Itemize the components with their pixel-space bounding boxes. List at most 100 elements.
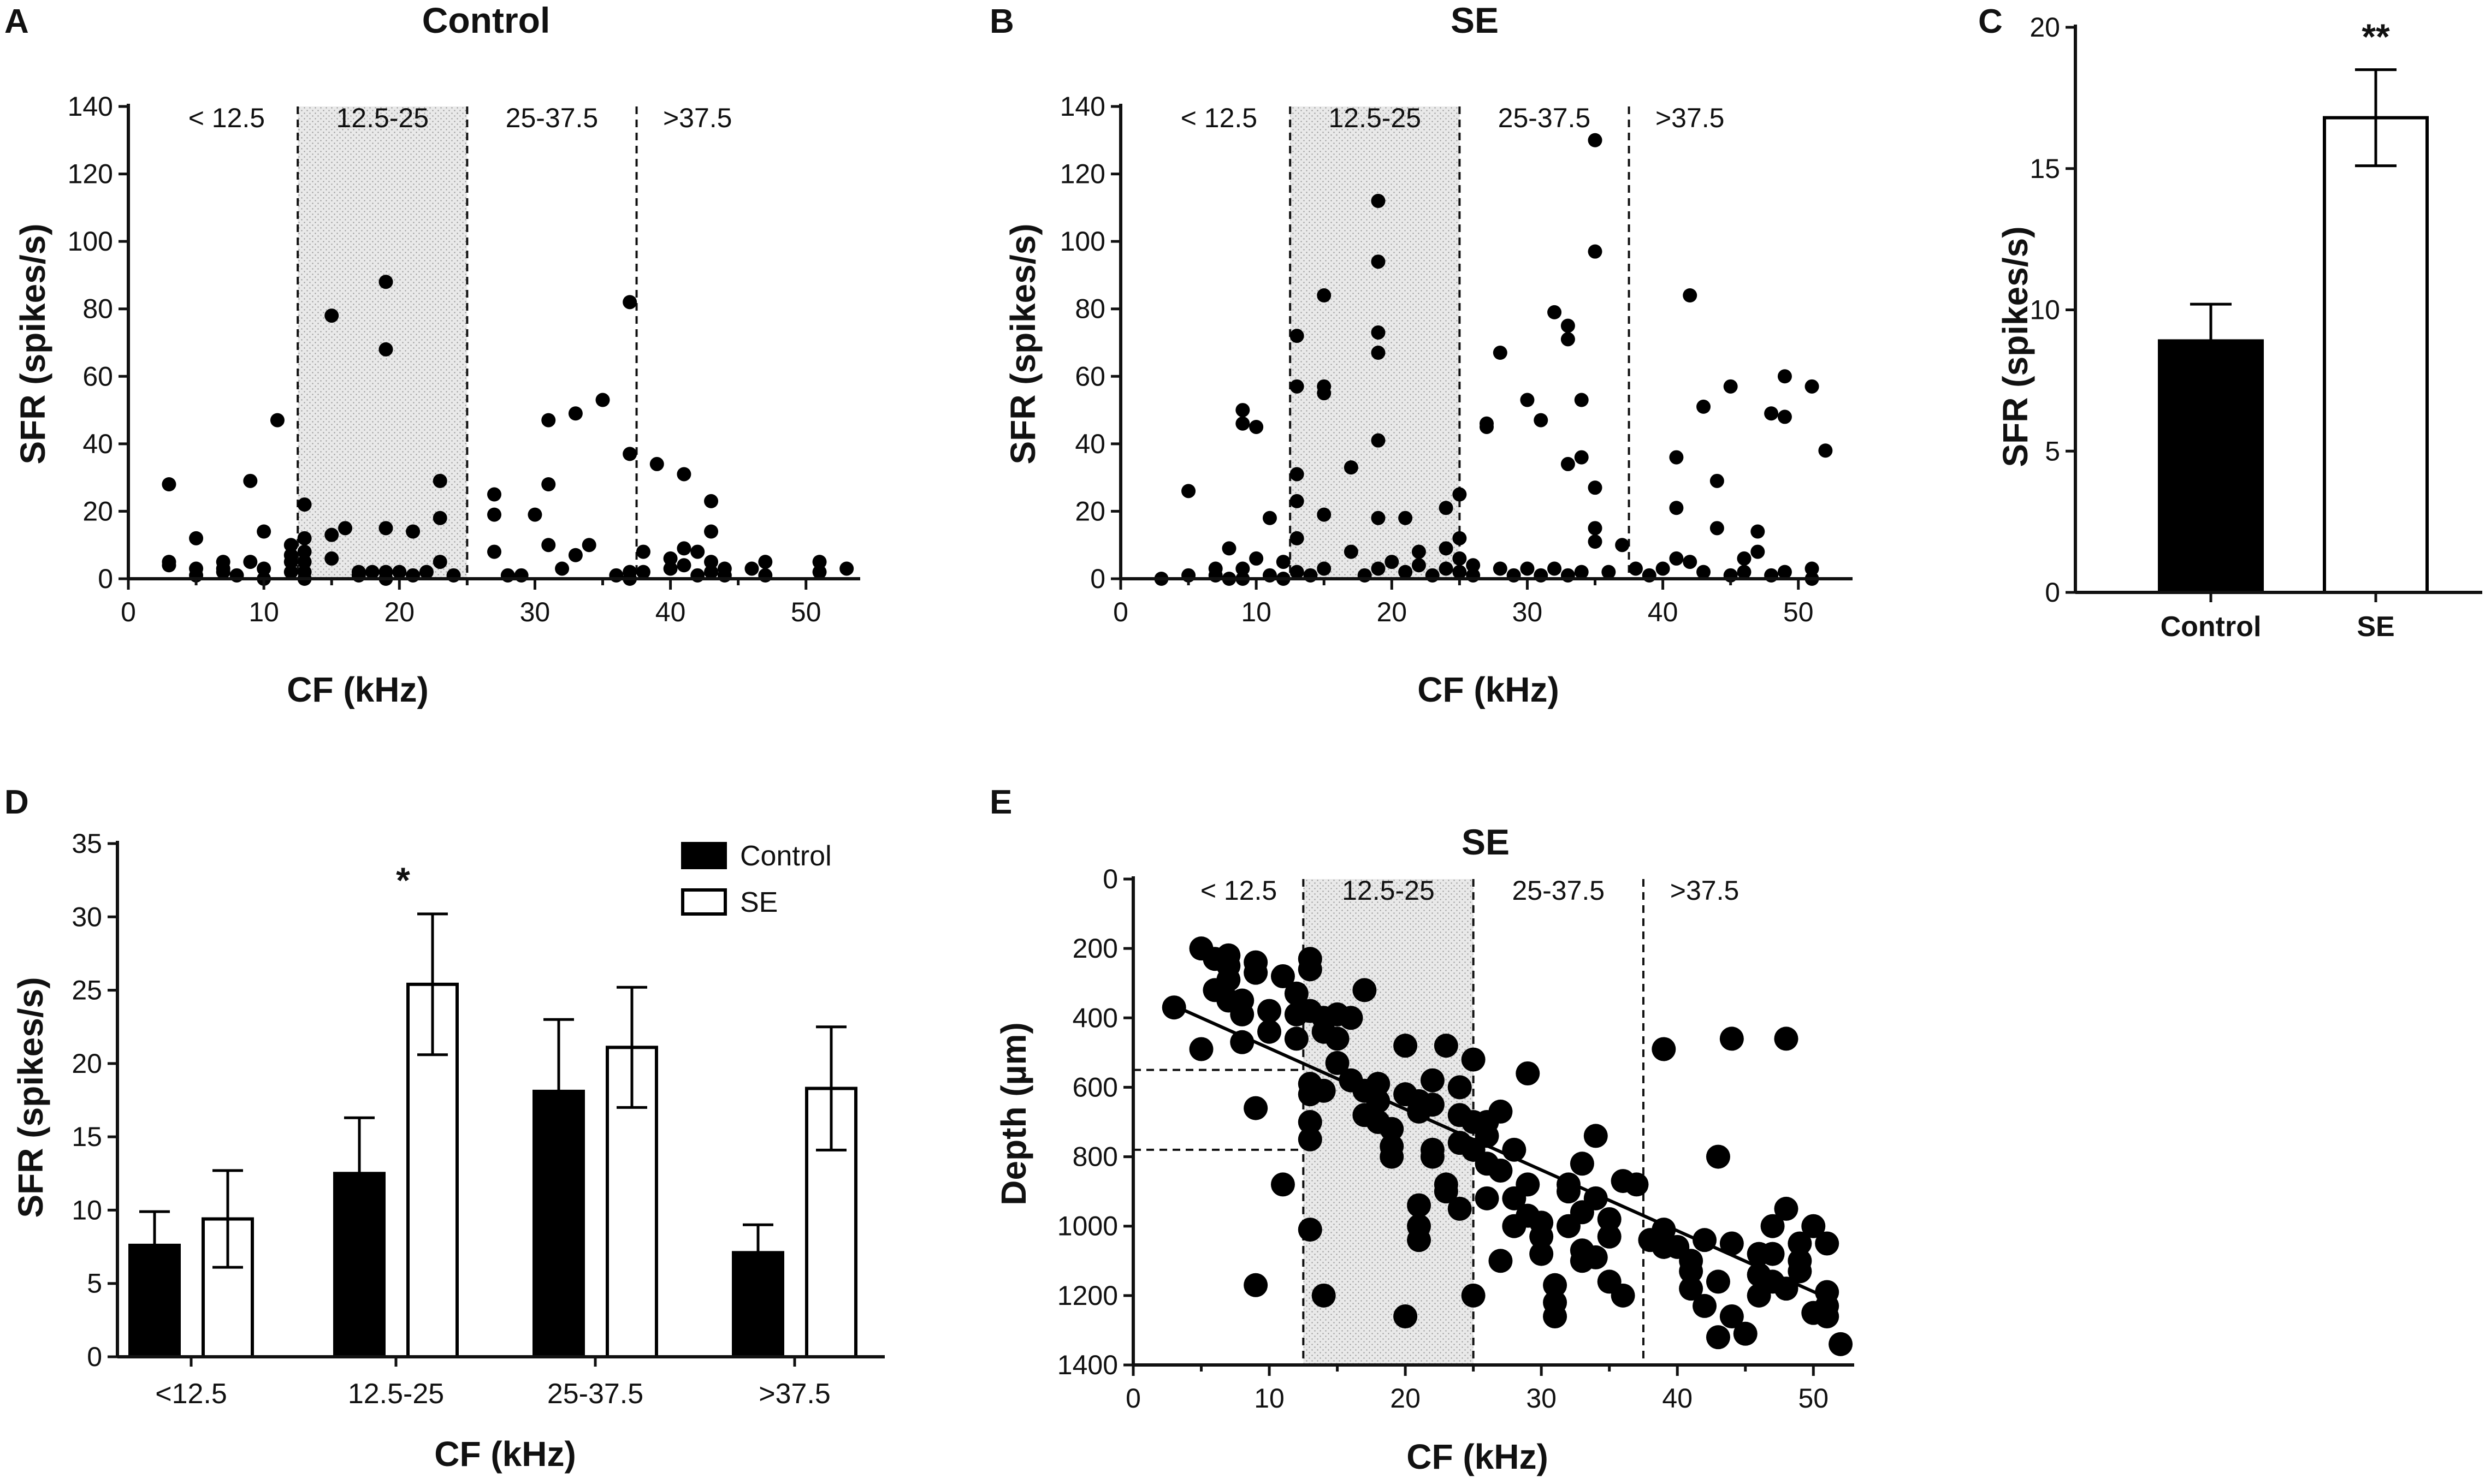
panel-a-data-point bbox=[189, 531, 204, 545]
panel-e-data-point bbox=[1420, 1093, 1445, 1117]
panel-b-data-point bbox=[1560, 318, 1575, 333]
panel-b-data-point bbox=[1588, 535, 1602, 549]
panel-d-bar-control bbox=[532, 1089, 585, 1359]
panel-b-data-point bbox=[1452, 551, 1467, 566]
panel-b-data-point bbox=[1737, 565, 1752, 579]
panel-b-data-point bbox=[1317, 288, 1332, 302]
panel-a-x-tick-label: 20 bbox=[384, 597, 415, 627]
panel-e-regression-line bbox=[1173, 1004, 1835, 1303]
panel-a-x-tick-label: 40 bbox=[655, 597, 686, 627]
panel-a-scatter-control: Control CF (kHz) SFR (spikes/s) < 12.5 12… bbox=[13, 0, 860, 709]
panel-b-data-point bbox=[1750, 524, 1765, 539]
panel-e-data-point bbox=[1719, 1026, 1744, 1051]
panel-e-data-point bbox=[1298, 1127, 1322, 1151]
panel-a-data-point bbox=[541, 538, 556, 553]
panel-e-data-point bbox=[1284, 1026, 1309, 1051]
panel-c-bar-se bbox=[2323, 116, 2429, 595]
panel-e-data-point bbox=[1447, 1075, 1472, 1100]
panel-e-y-tick-label: 1000 bbox=[1057, 1211, 1118, 1242]
panel-a-data-point bbox=[365, 565, 380, 579]
panel-a-data-point bbox=[433, 511, 447, 525]
panel-e-data-point bbox=[1488, 1099, 1513, 1124]
panel-b-data-point bbox=[1411, 558, 1426, 573]
panel-a-data-point bbox=[663, 551, 678, 566]
panel-b-data-point bbox=[1249, 551, 1264, 566]
panel-e-data-point bbox=[1366, 1072, 1391, 1096]
panel-e-data-point bbox=[1325, 1026, 1350, 1051]
panel-b-x-tick-label: 20 bbox=[1376, 597, 1407, 627]
panel-e-data-point bbox=[1774, 1026, 1798, 1051]
panel-b-data-point bbox=[1804, 379, 1819, 394]
panel-b-data-point bbox=[1669, 450, 1684, 465]
panel-a-data-point bbox=[378, 521, 393, 536]
panel-a-data-point bbox=[162, 477, 176, 491]
panel-d-y-tick-label: 15 bbox=[72, 1121, 102, 1152]
panel-e-data-point bbox=[1230, 1030, 1255, 1054]
panel-b-data-point bbox=[1696, 565, 1711, 579]
panel-e-y-tick-label: 800 bbox=[1073, 1142, 1118, 1172]
panel-a-data-point bbox=[555, 561, 570, 576]
panel-a-y-tick-label: 20 bbox=[82, 496, 113, 526]
panel-b-data-point bbox=[1683, 288, 1697, 302]
panel-b-data-point bbox=[1384, 555, 1399, 569]
panel-e-data-point bbox=[1570, 1151, 1594, 1176]
panel-e-depth-scatter: SE CF (kHz) Depth (µm) < 12.5 12.5-25 25-3… bbox=[994, 822, 1854, 1476]
panel-e-range-label: 12.5-25 bbox=[1342, 875, 1435, 906]
panel-e-data-point bbox=[1420, 1144, 1445, 1169]
panel-b-data-point bbox=[1371, 561, 1386, 576]
panel-a-data-point bbox=[623, 295, 637, 310]
panel-e-data-point bbox=[1216, 967, 1241, 992]
panel-b-data-point bbox=[1560, 332, 1575, 347]
panel-b-data-point bbox=[1560, 456, 1575, 471]
panel-a-data-point bbox=[257, 561, 271, 576]
panel-d-y-tick-label: 20 bbox=[72, 1048, 102, 1079]
panel-e-data-point bbox=[1516, 1172, 1540, 1197]
panel-e-title: SE bbox=[1462, 822, 1510, 862]
panel-e-x-tick-label: 10 bbox=[1254, 1383, 1285, 1414]
panel-d-category-label: 25-37.5 bbox=[547, 1378, 643, 1410]
panel-a-data-point bbox=[636, 544, 650, 559]
panel-e-data-point bbox=[1719, 1231, 1744, 1256]
panel-a-data-point bbox=[338, 521, 353, 536]
panel-e-data-point bbox=[1298, 1110, 1322, 1134]
panel-c-bar-control bbox=[2158, 339, 2264, 594]
panel-b-data-point bbox=[1398, 565, 1413, 579]
panel-a-y-tick-label: 100 bbox=[68, 226, 113, 257]
panel-b-data-point bbox=[1289, 329, 1304, 343]
panel-c-bar-overall: SFR (spikes/s) ** Control SE 0 5 10 15 20 bbox=[1996, 12, 2482, 643]
panel-b-data-point bbox=[1588, 480, 1602, 495]
panel-b-data-point bbox=[1615, 538, 1630, 553]
panel-c-y-tick-label: 20 bbox=[2030, 12, 2060, 43]
panel-a-data-point bbox=[243, 473, 258, 488]
panel-e-range-label: >37.5 bbox=[1670, 875, 1739, 906]
panel-e-data-point bbox=[1706, 1325, 1730, 1350]
panel-e-data-point bbox=[1380, 1117, 1404, 1141]
panel-d-legend-swatch-control bbox=[681, 842, 727, 869]
panel-c-category-label: Control bbox=[2161, 611, 2262, 643]
panel-a-data-point bbox=[744, 561, 759, 576]
panel-b-data-point bbox=[1588, 244, 1602, 259]
panel-d-category-label: <12.5 bbox=[155, 1378, 227, 1410]
panel-e-range-label: < 12.5 bbox=[1200, 875, 1277, 906]
panel-e-data-point bbox=[1597, 1224, 1622, 1249]
panel-e-data-point bbox=[1801, 1214, 1826, 1238]
panel-e-data-point bbox=[1352, 978, 1377, 1002]
panel-letter-e: E bbox=[990, 783, 1012, 821]
panel-b-x-tick-label: 40 bbox=[1648, 597, 1678, 627]
panel-d-ylabel: SFR (spikes/s) bbox=[11, 977, 50, 1218]
panel-b-data-point bbox=[1317, 561, 1332, 576]
panel-b-data-point bbox=[1181, 484, 1196, 498]
panel-a-data-point bbox=[419, 565, 434, 579]
panel-b-data-point bbox=[1709, 521, 1724, 536]
panel-a-data-point bbox=[704, 494, 719, 508]
panel-e-data-point bbox=[1815, 1304, 1839, 1328]
panel-e-data-point bbox=[1407, 1228, 1431, 1253]
panel-b-data-point bbox=[1628, 561, 1643, 576]
panel-a-y-tick-label: 40 bbox=[82, 429, 113, 459]
panel-b-data-point bbox=[1317, 507, 1332, 522]
panel-c-significance: ** bbox=[2362, 16, 2390, 57]
panel-b-data-point bbox=[1547, 305, 1562, 319]
panel-a-range-label: >37.5 bbox=[663, 103, 732, 133]
panel-b-data-point bbox=[1317, 386, 1332, 401]
panel-d-y-tick-label: 35 bbox=[72, 828, 102, 859]
